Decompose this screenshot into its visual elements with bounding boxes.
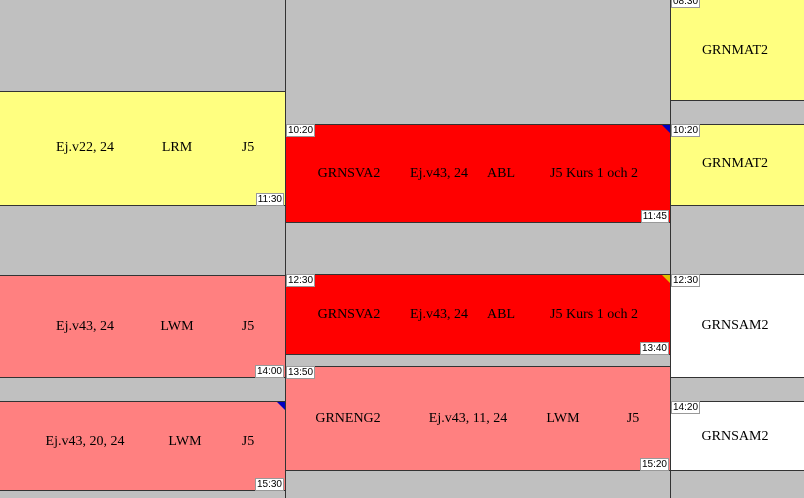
lesson-text: LWM [546, 411, 580, 426]
marker [277, 402, 285, 410]
column-divider [670, 0, 671, 498]
start-time: 12:30 [286, 274, 316, 287]
lesson-text: J5 [241, 319, 255, 334]
lesson-block[interactable]: GRNMAT2 [671, 0, 804, 101]
lesson-text: GRNSVA2 [317, 166, 381, 181]
marker [662, 275, 670, 283]
end-time: 15:20 [639, 458, 669, 471]
end-time: 11:45 [640, 210, 669, 223]
lesson-text: Ej.v22, 24 [56, 140, 114, 155]
lesson-text: ABL [487, 307, 515, 322]
lesson-block[interactable]: GRNSVA2 Ej.v43, 24 ABL J5 Kurs 1 och 2 [286, 124, 670, 223]
lesson-block[interactable]: Ej.v22, 24 LRM J5 [0, 91, 285, 206]
lesson-text: GRNSAM2 [701, 318, 769, 333]
end-time: 15:30 [254, 478, 284, 491]
lesson-text: Ej.v43, 20, 24 [45, 434, 125, 449]
lesson-block[interactable]: GRNENG2 Ej.v43, 11, 24 LWM J5 [286, 366, 670, 471]
lesson-text: J5 [241, 434, 255, 449]
column-divider [285, 0, 286, 498]
lesson-text: J5 [626, 411, 640, 426]
lesson-text: J5 Kurs 1 och 2 [550, 307, 638, 322]
lesson-text: ABL [487, 166, 515, 181]
start-time: 12:30 [671, 274, 701, 287]
end-time: 13:40 [639, 342, 669, 355]
lesson-text: GRNENG2 [315, 411, 381, 426]
lesson-text: GRNSVA2 [317, 307, 381, 322]
lesson-block[interactable]: GRNSVA2 Ej.v43, 24 ABL J5 Kurs 1 och 2 [286, 274, 670, 355]
lesson-text: LRM [161, 140, 193, 155]
lesson-text: GRNMAT2 [701, 156, 769, 171]
lesson-text: J5 [241, 140, 255, 155]
lesson-block[interactable]: Ej.v43, 20, 24 LWM J5 [0, 401, 285, 491]
lesson-text: LWM [168, 434, 202, 449]
start-time: 10:20 [286, 124, 316, 137]
lesson-text: Ej.v43, 24 [410, 166, 468, 181]
lesson-block[interactable]: GRNMAT2 [671, 124, 804, 206]
start-time: 14:20 [671, 401, 701, 414]
lesson-block[interactable]: Ej.v43, 24 LWM J5 [0, 275, 285, 378]
lesson-text: GRNSAM2 [701, 429, 769, 444]
lesson-text: Ej.v43, 11, 24 [428, 411, 508, 426]
start-time: 10:20 [671, 124, 701, 137]
lesson-text: Ej.v43, 24 [410, 307, 468, 322]
lesson-text: GRNMAT2 [701, 43, 769, 58]
end-time: 14:00 [254, 365, 284, 378]
lesson-text: LWM [160, 319, 194, 334]
end-time: 11:30 [255, 193, 284, 206]
start-time: 13:50 [286, 366, 316, 379]
marker [662, 125, 670, 133]
lesson-text: J5 Kurs 1 och 2 [550, 166, 638, 181]
lesson-block[interactable]: GRNSAM2 [671, 274, 804, 378]
start-time: 08:30 [671, 0, 701, 8]
lesson-text: Ej.v43, 24 [56, 319, 114, 334]
